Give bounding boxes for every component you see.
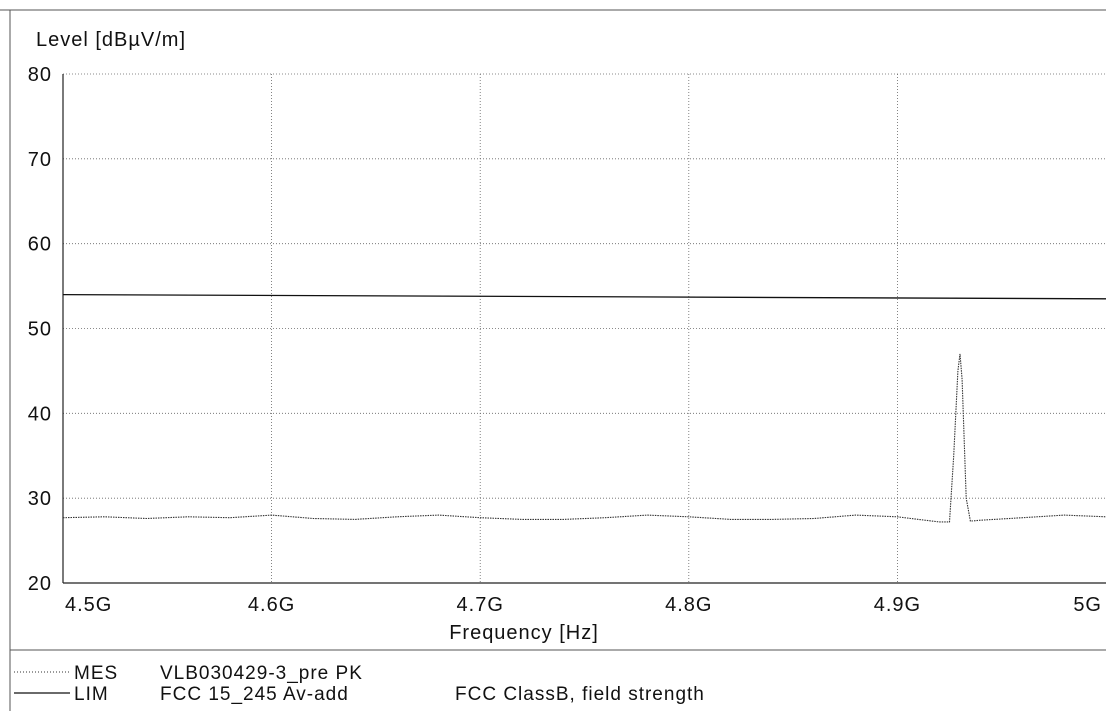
y-axis-label: Level [dBµV/m]: [36, 29, 186, 51]
measurement-trace: [62, 353, 1106, 523]
y-tick-label: 40: [28, 403, 52, 425]
x-tick-label: 5G: [1073, 594, 1102, 616]
y-tick-label: 80: [28, 64, 52, 86]
plot-axes: [62, 74, 1106, 584]
grid-lines: [63, 73, 1106, 583]
y-tick-label: 50: [28, 319, 52, 341]
series-layer: [62, 293, 1106, 523]
legend: MES VLB030429-3_pre PK LIM FCC 15_245 Av…: [14, 663, 705, 705]
y-tick-label: 20: [28, 573, 52, 595]
x-tick-label: 4.8G: [665, 594, 712, 616]
limit-line: [62, 293, 1106, 300]
x-tick-labels: 4.5G 4.6G 4.7G 4.8G 4.9G 5G: [65, 594, 1102, 616]
legend-lim-tag: LIM: [74, 684, 109, 705]
x-tick-label: 4.6G: [248, 594, 295, 616]
x-tick-label: 4.7G: [457, 594, 504, 616]
legend-lim-name: FCC 15_245 Av-add: [160, 684, 349, 705]
x-tick-label: 4.9G: [874, 594, 921, 616]
x-tick-label: 4.5G: [65, 594, 112, 616]
x-axis-label: Frequency [Hz]: [449, 622, 599, 644]
legend-mes-name: VLB030429-3_pre PK: [160, 663, 363, 684]
y-tick-label: 70: [28, 149, 52, 171]
legend-mes-tag: MES: [74, 663, 118, 684]
y-tick-labels: 20 30 40 50 60 70 80: [28, 64, 52, 595]
y-tick-label: 60: [28, 234, 52, 256]
y-tick-label: 30: [28, 488, 52, 510]
legend-lim-note: FCC ClassB, field strength: [455, 684, 705, 705]
